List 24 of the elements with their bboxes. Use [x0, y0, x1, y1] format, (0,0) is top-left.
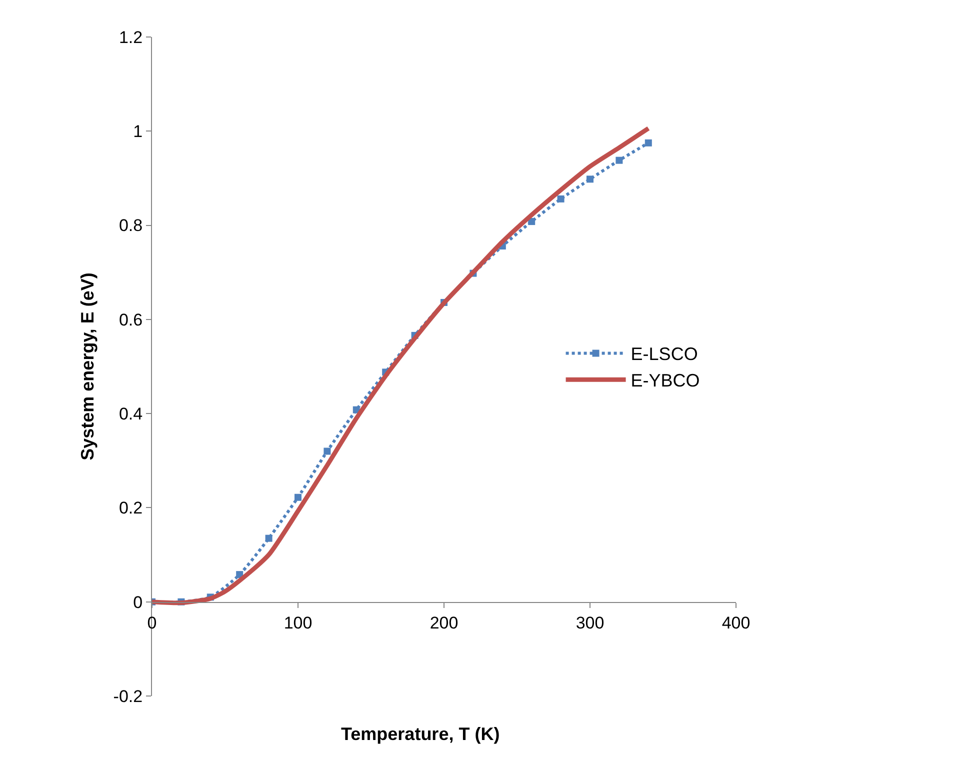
y-tick-label: 0.2 [118, 498, 143, 518]
point [324, 448, 331, 455]
point [616, 156, 623, 164]
point [586, 176, 594, 183]
point [294, 494, 302, 501]
legend-label: E-LSCO [630, 344, 698, 364]
x-tick-label: 300 [576, 613, 604, 632]
x-tick-label: 200 [430, 613, 458, 632]
x-tick-label: 0 [147, 613, 157, 632]
y-axis-title: System energy, E (eV) [78, 272, 98, 460]
point [557, 195, 564, 202]
point [644, 139, 652, 146]
y-tick-label: 0.8 [118, 216, 143, 236]
x-tick-label: 100 [284, 613, 312, 632]
y-tick-label: 1.2 [118, 28, 143, 47]
x-axis-title: Temperature, T (K) [341, 724, 500, 744]
point [265, 534, 272, 542]
y-tick-label: -0.2 [113, 686, 143, 706]
y-tick-label: 0.4 [118, 404, 143, 424]
y-tick-label: 1 [133, 122, 143, 142]
legend-label: E-YBCO [630, 370, 700, 391]
y-tick-label: 0 [133, 592, 143, 612]
x-tick-label: 400 [722, 613, 750, 632]
y-tick-label: 0.6 [118, 310, 143, 330]
